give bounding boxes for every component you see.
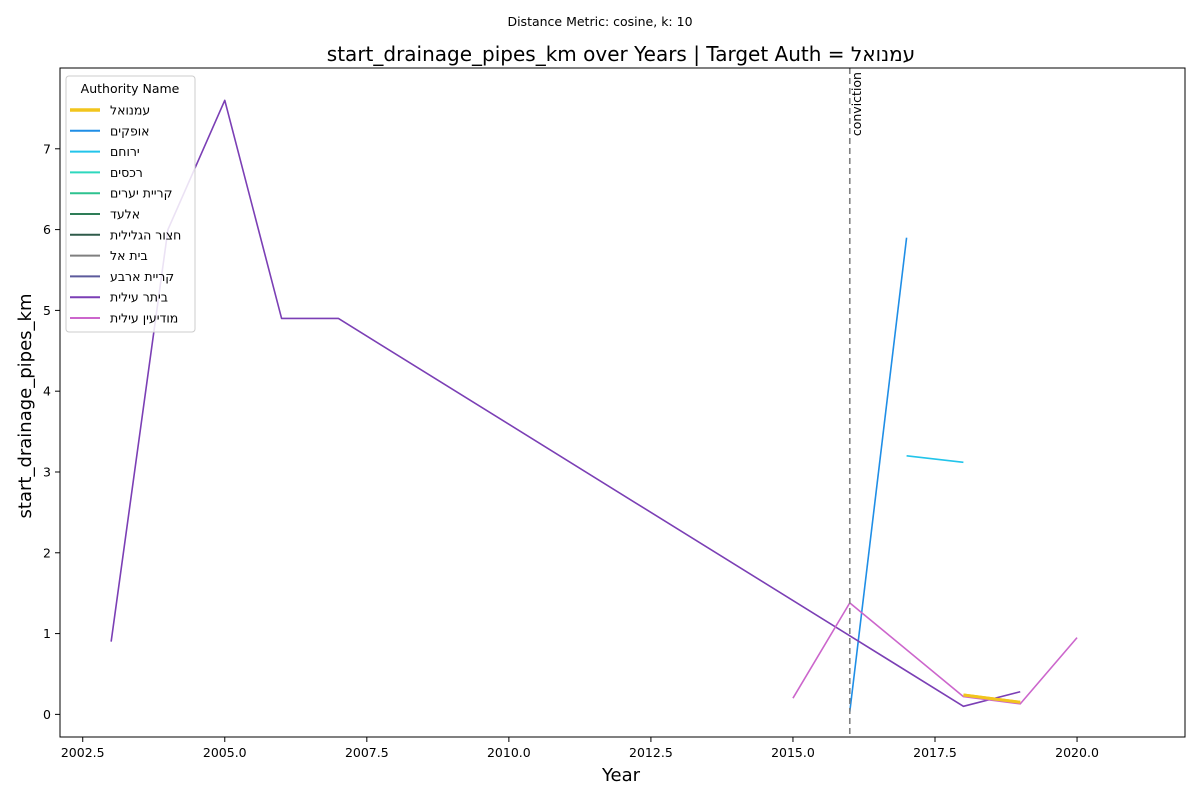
x-tick-label: 2005.0	[203, 745, 247, 760]
legend-label: ירוחם	[110, 144, 140, 159]
conviction-label: conviction	[849, 72, 864, 136]
y-tick-label: 7	[43, 141, 51, 156]
x-tick-label: 2010.0	[487, 745, 531, 760]
target-series-line	[963, 693, 1021, 704]
y-tick-label: 5	[43, 303, 51, 318]
y-tick-label: 3	[43, 464, 51, 479]
series-line-10	[792, 602, 1078, 705]
x-tick-label: 2020.0	[1055, 745, 1099, 760]
legend-label: קריית ארבע	[110, 269, 174, 284]
y-tick-label: 2	[43, 545, 51, 560]
y-tick-label: 6	[43, 222, 51, 237]
x-tick-label: 2015.0	[771, 745, 815, 760]
chart-subtitle: Distance Metric: cosine, k: 10	[507, 14, 692, 29]
legend-label: רכסים	[110, 165, 143, 180]
x-tick-label: 2017.5	[913, 745, 957, 760]
plot-frame	[59, 67, 1186, 738]
legend-label: ביתר עילית	[110, 290, 168, 305]
legend-label: מודיעין עילית	[110, 311, 178, 326]
series-line-2	[906, 455, 964, 464]
annotations: conviction	[849, 68, 864, 737]
legend-label: קריית יערים	[110, 186, 172, 201]
y-axis-ticks: 0 1 2 3 4 5 6 7	[43, 141, 60, 722]
legend-title: Authority Name	[81, 81, 180, 96]
legend-label: עמנואל	[110, 103, 150, 118]
x-tick-label: 2012.5	[629, 745, 673, 760]
legend-label: בית אל	[110, 248, 148, 263]
series-line-9	[110, 99, 1021, 708]
x-tick-label: 2007.5	[345, 745, 389, 760]
legend-label: אלעד	[110, 207, 140, 222]
y-tick-label: 1	[43, 626, 51, 641]
x-tick-label: 2002.5	[61, 745, 105, 760]
legend-label: אופקים	[110, 123, 150, 138]
x-axis-label: Year	[601, 765, 641, 786]
legend-label: חצור הגלילית	[110, 227, 181, 242]
series-line-1	[848, 237, 908, 713]
plot-series	[110, 99, 1078, 713]
chart-title: start_drainage_pipes_km over Years | Tar…	[327, 42, 915, 66]
y-axis-label: start_drainage_pipes_km	[15, 294, 36, 519]
legend-box	[65, 75, 196, 333]
legend: Authority Name עמנואל אופקים ירוחם רכסים קרי…	[65, 75, 196, 333]
y-tick-label: 4	[43, 384, 51, 399]
legend-items: עמנואל אופקים ירוחם רכסים קריית יערים אלעד חצו…	[70, 103, 181, 326]
x-axis-ticks: 2002.5 2005.0 2007.5 2010.0 2012.5 2015.0 2017…	[61, 737, 1099, 760]
y-tick-label: 0	[43, 707, 51, 722]
